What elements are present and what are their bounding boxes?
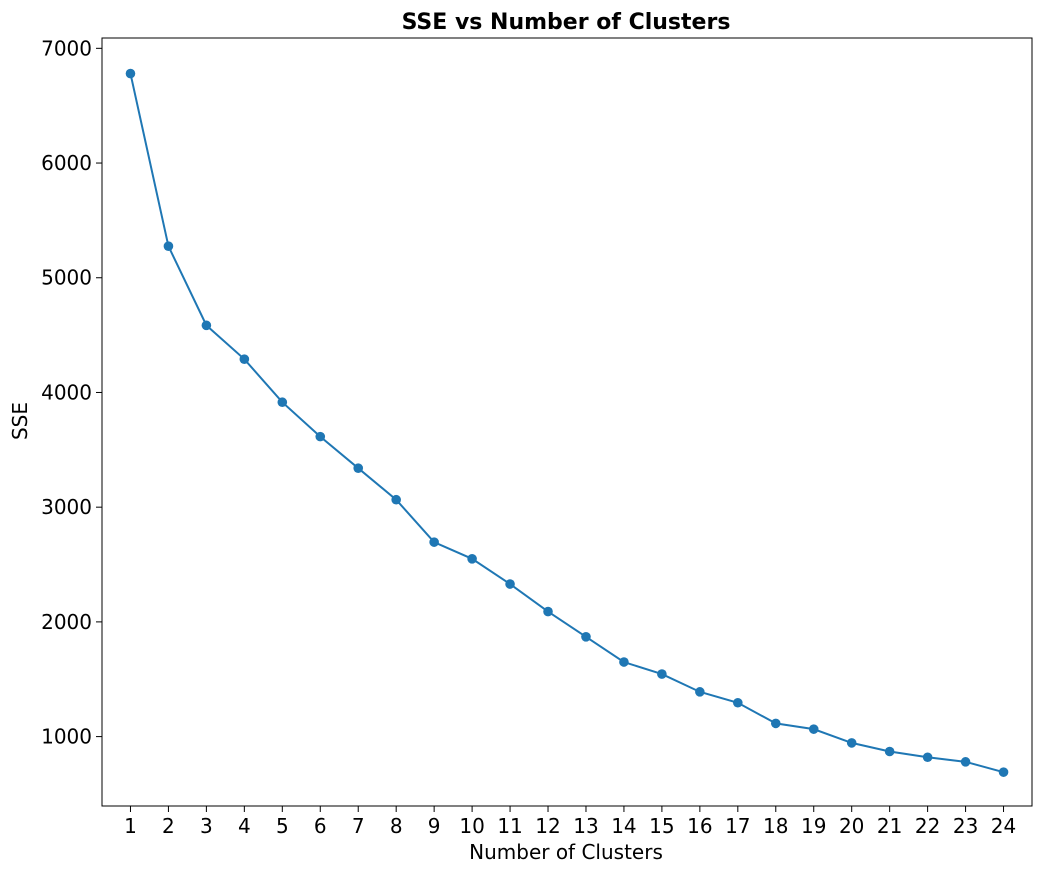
x-tick-label: 9 [428, 814, 441, 838]
x-tick-label: 11 [497, 814, 522, 838]
x-tick-label: 6 [314, 814, 327, 838]
x-tick-label: 24 [991, 814, 1016, 838]
y-tick-label: 7000 [41, 36, 92, 60]
x-tick-label: 21 [877, 814, 902, 838]
data-point [467, 553, 477, 564]
data-point [770, 718, 781, 729]
data-point [163, 241, 174, 252]
data-point [733, 697, 743, 708]
x-tick-label: 19 [801, 814, 826, 838]
y-tick-label: 5000 [41, 266, 92, 290]
data-point [277, 397, 288, 408]
axes-frame [101, 37, 1033, 807]
x-tick-label: 7 [352, 814, 365, 838]
x-tick-label: 13 [573, 814, 598, 838]
y-tick-label: 6000 [41, 151, 92, 175]
data-point [581, 631, 591, 642]
x-tick-label: 15 [649, 814, 674, 838]
data-point [808, 724, 819, 734]
x-axis-label: Number of Clusters [469, 840, 663, 864]
x-tick-label: 4 [238, 814, 251, 838]
plot-area: 1 2 3 4 5 6 7 8 9 10 11 12 13 14 15 16 17 18 19 20 21 22 23 241… [41, 36, 1033, 838]
x-tick-label: 17 [725, 814, 750, 838]
data-point [960, 757, 971, 767]
data-point [619, 657, 629, 667]
y-tick-label: 4000 [41, 380, 92, 404]
data-point [695, 687, 705, 697]
y-tick-label: 3000 [41, 495, 92, 519]
x-tick-label: 14 [611, 814, 636, 838]
data-point [429, 537, 439, 547]
data-point [125, 68, 136, 79]
x-tick-label: 20 [839, 814, 864, 838]
data-point [201, 320, 212, 331]
data-point [239, 354, 250, 364]
x-tick-label: 10 [459, 814, 484, 838]
chart-title: SSE vs Number of Clusters [402, 10, 731, 35]
x-tick-label: 5 [276, 814, 289, 838]
series-line [129, 73, 1004, 774]
data-point [353, 463, 364, 473]
data-point [922, 752, 933, 763]
x-tick-label: 8 [390, 814, 403, 838]
x-tick-label: 18 [763, 814, 788, 838]
x-tick-label: 3 [200, 814, 213, 838]
data-point [543, 606, 553, 617]
y-tick-label: 2000 [41, 610, 92, 634]
x-tick-label: 1 [124, 814, 137, 838]
x-tick-label: 12 [535, 814, 560, 838]
x-tick-label: 22 [915, 814, 940, 838]
data-point [505, 579, 515, 589]
y-axis-label: SSE [8, 402, 32, 440]
data-point [657, 669, 667, 679]
data-point [391, 494, 401, 505]
data-point [315, 431, 326, 442]
data-point [846, 738, 857, 748]
x-tick-label: 23 [953, 814, 978, 838]
x-tick-label: 16 [687, 814, 712, 838]
data-point [884, 746, 895, 757]
x-tick-label: 2 [162, 814, 175, 838]
data-point [998, 767, 1009, 777]
y-tick-label: 1000 [41, 725, 92, 749]
